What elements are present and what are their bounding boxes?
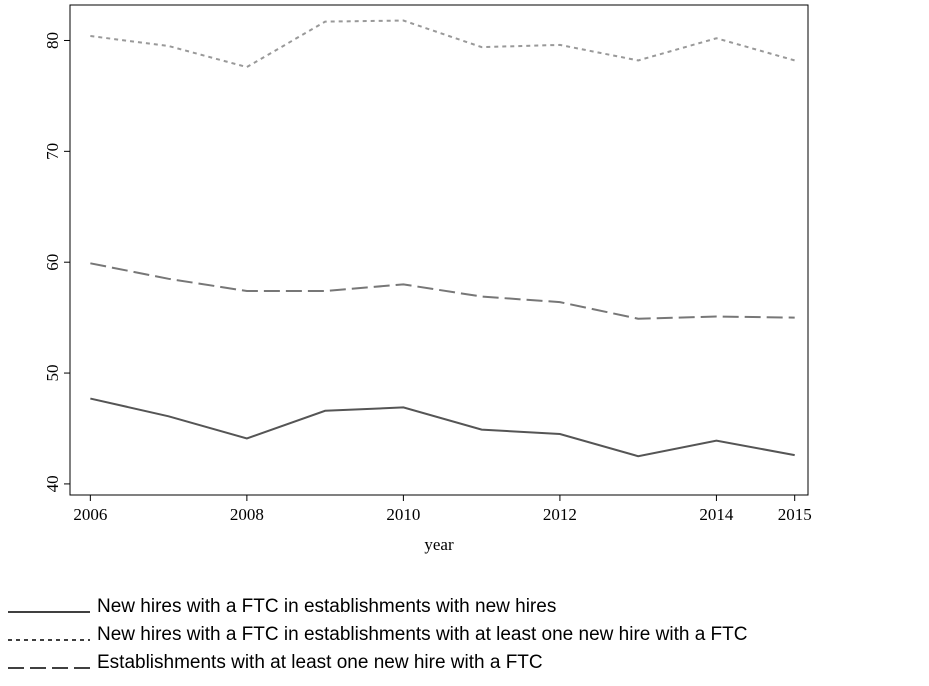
legend-label: New hires with a FTC in establishments w… <box>97 596 556 617</box>
y-tick-label: 40 <box>43 475 62 492</box>
y-tick-label: 70 <box>43 143 62 160</box>
legend-label: New hires with a FTC in establishments w… <box>97 624 747 645</box>
y-tick-label: 50 <box>43 365 62 382</box>
series-line <box>90 397 795 458</box>
series-line <box>90 19 795 69</box>
legend-label: Establishments with at least one new hir… <box>97 652 543 673</box>
x-tick-label: 2010 <box>386 505 420 524</box>
x-tick-label: 2014 <box>699 505 734 524</box>
x-tick-label: 2012 <box>543 505 577 524</box>
x-tick-label: 2015 <box>778 505 812 524</box>
y-tick-label: 80 <box>43 32 62 49</box>
y-tick-label: 60 <box>43 254 62 271</box>
plot-frame <box>69 4 809 496</box>
x-tick-label: 2006 <box>73 505 107 524</box>
x-tick-label: 2008 <box>230 505 264 524</box>
series-line <box>90 262 795 320</box>
x-axis-label: year <box>424 535 454 554</box>
